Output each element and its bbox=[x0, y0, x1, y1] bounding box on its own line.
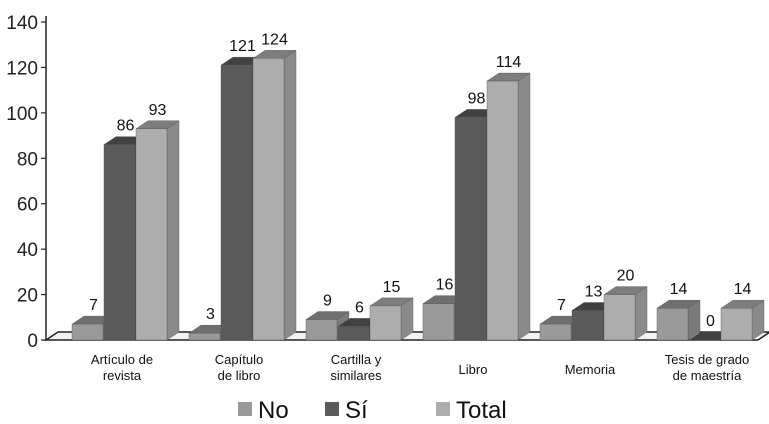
bar-front bbox=[305, 319, 338, 341]
y-tick-label: 140 bbox=[6, 13, 38, 34]
data-label: 13 bbox=[585, 283, 603, 300]
y-tick-label: 60 bbox=[17, 195, 38, 216]
category-label: Tesis de grado bbox=[665, 352, 750, 367]
bar-front bbox=[337, 326, 370, 341]
chart-legend: No Sí Total bbox=[238, 397, 507, 424]
bar bbox=[603, 286, 648, 341]
data-label: 124 bbox=[261, 31, 288, 48]
category-label: revista bbox=[103, 368, 142, 383]
data-label: 114 bbox=[496, 54, 522, 71]
bar-front bbox=[571, 310, 604, 341]
category-label: Libro bbox=[459, 362, 488, 377]
chart-axes: 0 20 40 60 80 100 120 140 bbox=[6, 13, 47, 352]
bar bbox=[486, 72, 531, 341]
chart-value-labels: 7 86 93 3 121 124 9 6 15 16 98 114 7 13 20 14 0 14 bbox=[89, 31, 751, 330]
bar bbox=[369, 297, 414, 341]
chart-bars bbox=[71, 49, 765, 341]
bar-front bbox=[422, 303, 455, 341]
category-label: de maestría bbox=[673, 368, 742, 383]
bar-front bbox=[252, 58, 285, 341]
data-label: 93 bbox=[149, 102, 167, 119]
data-label: 3 bbox=[206, 306, 215, 323]
legend-label: Sí bbox=[345, 397, 368, 424]
bar bbox=[135, 120, 180, 341]
y-tick-label: 120 bbox=[6, 58, 38, 79]
bar-front bbox=[103, 144, 136, 341]
category-label: Artículo de bbox=[91, 352, 153, 367]
bar-front bbox=[720, 308, 753, 341]
data-label: 9 bbox=[323, 293, 332, 310]
y-tick-label: 80 bbox=[17, 149, 38, 170]
data-label: 7 bbox=[89, 297, 98, 314]
data-label: 16 bbox=[436, 277, 454, 294]
category-label: Capítulo bbox=[215, 352, 263, 367]
bar bbox=[656, 299, 701, 341]
category-label: Cartilla y bbox=[331, 352, 382, 367]
bar-side bbox=[283, 49, 297, 341]
y-tick-label: 20 bbox=[17, 286, 38, 307]
bar-side bbox=[517, 72, 531, 341]
bar-side bbox=[166, 120, 180, 341]
bar-front bbox=[220, 64, 253, 341]
bar-front bbox=[135, 128, 168, 341]
category-label: de libro bbox=[218, 368, 261, 383]
data-label: 121 bbox=[229, 38, 256, 55]
bar bbox=[252, 49, 297, 341]
y-tick-label: 100 bbox=[6, 104, 38, 125]
y-tick-label: 40 bbox=[17, 240, 38, 261]
legend-swatch bbox=[325, 402, 339, 416]
category-label: Memoria bbox=[565, 362, 616, 377]
data-label: 86 bbox=[117, 118, 135, 135]
data-label: 14 bbox=[670, 281, 688, 298]
bar-front bbox=[188, 332, 221, 341]
category-label: similares bbox=[330, 368, 382, 383]
legend-label: No bbox=[258, 397, 289, 424]
bar-front bbox=[454, 117, 487, 341]
data-label: 15 bbox=[383, 279, 401, 296]
data-label: 6 bbox=[355, 299, 364, 316]
legend-label: Total bbox=[456, 397, 507, 424]
bar-front bbox=[539, 323, 572, 341]
bar-front bbox=[656, 308, 689, 341]
legend-swatch bbox=[238, 402, 252, 416]
data-label: 98 bbox=[468, 90, 486, 107]
legend-swatch bbox=[436, 402, 450, 416]
bar-front bbox=[603, 294, 636, 341]
bar-front bbox=[71, 323, 104, 341]
data-label: 7 bbox=[557, 297, 566, 314]
data-label: 20 bbox=[617, 268, 635, 285]
bar bbox=[720, 299, 765, 341]
data-label: 0 bbox=[706, 313, 715, 330]
bar-front bbox=[369, 305, 402, 341]
data-label: 14 bbox=[734, 281, 752, 298]
bar-side bbox=[634, 286, 648, 341]
bar-front bbox=[486, 80, 519, 341]
y-tick-label: 0 bbox=[27, 331, 38, 352]
